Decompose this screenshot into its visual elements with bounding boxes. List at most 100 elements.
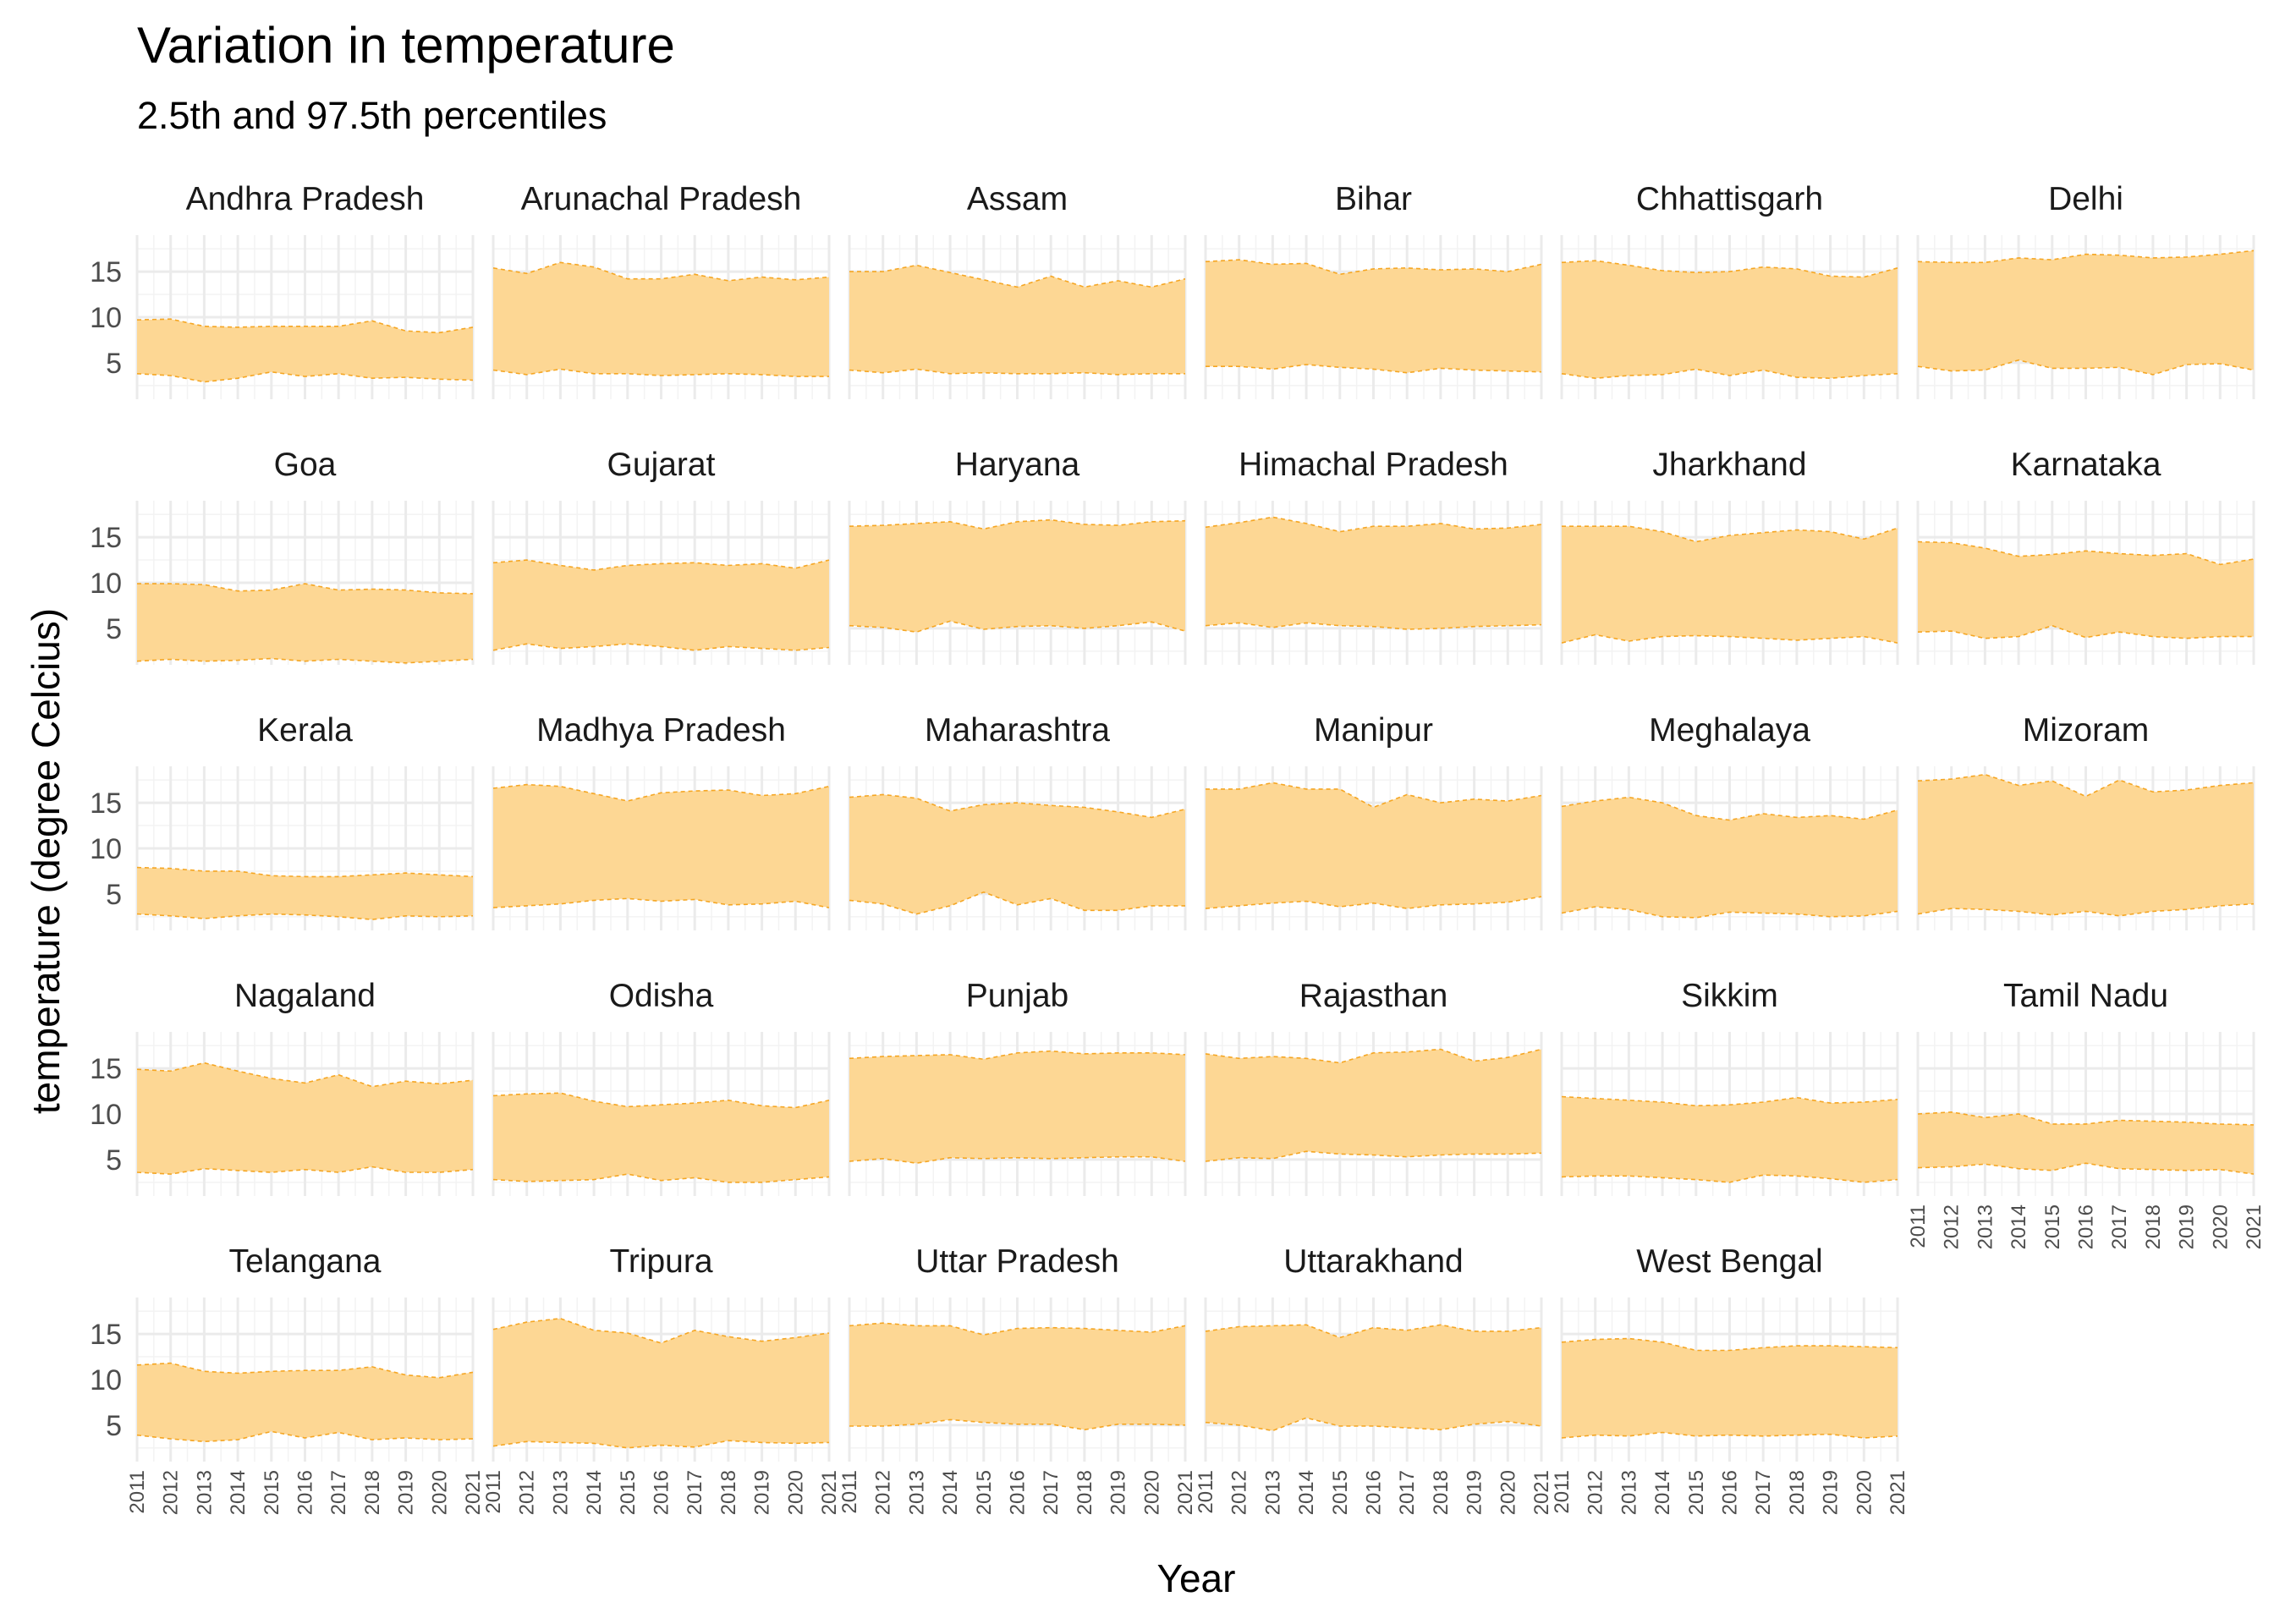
x-tick-label: 2021	[2243, 1204, 2266, 1249]
lower-line-goa	[136, 657, 474, 664]
facet-mizoram: Mizoram	[1916, 712, 2255, 930]
x-tick-label: 2020	[1140, 1470, 1163, 1515]
facet-label: Andhra Pradesh	[186, 181, 425, 217]
facet-manipur: Manipur	[1204, 712, 1543, 930]
lower-line-andhra-pradesh	[136, 370, 474, 383]
upper-line-andhra-pradesh	[136, 318, 474, 334]
facet-haryana: Haryana	[848, 447, 1187, 665]
facet-label: Tamil Nadu	[2003, 978, 2168, 1014]
x-tick-label: 2014	[227, 1470, 250, 1515]
ribbon-uttarakhand	[1206, 1325, 1541, 1431]
facet-rajasthan: Rajasthan	[1204, 978, 1543, 1196]
facet-label: Himachal Pradesh	[1239, 447, 1508, 483]
upper-line-west-bengal	[1561, 1337, 1898, 1352]
facet-label: West Bengal	[1636, 1243, 1822, 1280]
lower-line-madhya-pradesh	[492, 897, 830, 908]
ribbon-meghalaya	[1562, 797, 1898, 918]
ribbon-punjab	[849, 1051, 1185, 1164]
facet-grid: Andhra Pradesh 5 10 15 Arunachal Pradesh Assa…	[90, 181, 2266, 1515]
x-tick-label: 2020	[1497, 1470, 1519, 1515]
facet-label: Tripura	[609, 1243, 712, 1280]
x-tick-label: 2016	[2075, 1204, 2098, 1249]
upper-line-telangana	[136, 1362, 474, 1379]
facet-delhi: Delhi	[1916, 181, 2255, 399]
ribbon-maharashtra	[849, 794, 1185, 914]
facet-madhya-pradesh: Madhya Pradesh	[492, 712, 831, 930]
upper-line-karnataka	[1917, 540, 2255, 566]
lower-line-tamil-nadu	[1917, 1162, 2255, 1175]
upper-line-mizoram	[1917, 773, 2255, 798]
facet-assam: Assam	[848, 181, 1187, 399]
x-tick-label: 2021	[1530, 1470, 1553, 1515]
facet-sikkim: Sikkim	[1560, 978, 1899, 1196]
lower-line-assam	[849, 368, 1185, 376]
upper-line-goa	[137, 583, 474, 595]
ribbon-andhra-pradesh	[137, 319, 473, 382]
facet-label: Punjab	[966, 978, 1068, 1014]
y-tick-label: 5	[106, 348, 122, 380]
ribbon-karnataka	[1918, 541, 2254, 639]
facet-label: Delhi	[2048, 181, 2123, 217]
facet-meghalaya: Meghalaya	[1560, 712, 1899, 930]
upper-line-sikkim	[1561, 1095, 1898, 1107]
lower-line-uttarakhand	[1205, 1417, 1542, 1432]
x-tick-label: 2016	[1007, 1470, 1030, 1515]
facet-uttarakhand: Uttarakhand 2011 2012 2013 2014 2015 2016 2017 2…	[1195, 1243, 1553, 1515]
ribbon-jharkhand	[1562, 526, 1898, 644]
upper-line-delhi	[1917, 250, 2255, 264]
ribbon-rajasthan	[1206, 1049, 1541, 1161]
facet-label: Chhattisgarh	[1636, 181, 1823, 217]
x-tick-label: 2021	[462, 1470, 485, 1515]
ribbon-telangana	[137, 1363, 473, 1442]
x-tick-label: 2014	[2008, 1204, 2030, 1249]
facet-label: Karnataka	[2011, 447, 2161, 483]
x-tick-label: 2013	[1261, 1470, 1284, 1515]
x-tick-label: 2016	[651, 1470, 673, 1515]
ribbon-uttar-pradesh	[849, 1323, 1185, 1430]
facet-tamil-nadu: Tamil Nadu 2011 2012 2013 2014 2015 2016 2017 20…	[1907, 978, 2266, 1249]
y-tick-label: 10	[90, 568, 122, 600]
y-tick-label: 10	[90, 1099, 122, 1131]
x-tick-label: 2017	[1040, 1470, 1063, 1515]
x-tick-label: 2012	[160, 1470, 183, 1515]
x-tick-label: 2018	[2142, 1204, 2165, 1249]
ribbon-odisha	[493, 1093, 829, 1182]
upper-line-rajasthan	[1205, 1048, 1542, 1064]
x-tick-label: 2012	[1941, 1204, 1964, 1249]
y-tick-label: 15	[90, 256, 122, 288]
lower-line-sikkim	[1561, 1174, 1898, 1183]
facet-andhra-pradesh: Andhra Pradesh 5 10 15	[90, 181, 475, 399]
facet-tripura: Tripura 2011 2012 2013 2014 2015 2016 2017 2018 2…	[482, 1243, 841, 1515]
lower-line-jharkhand	[1561, 634, 1898, 644]
x-tick-label: 2015	[261, 1470, 283, 1515]
x-tick-label: 2011	[482, 1470, 505, 1514]
x-tick-label: 2020	[2209, 1204, 2232, 1249]
lower-line-rajasthan	[1205, 1150, 1542, 1162]
lower-line-karnataka	[1917, 624, 2254, 639]
lower-line-mizoram	[1917, 903, 2255, 917]
y-tick-label: 15	[90, 522, 122, 554]
lower-line-arunachal-pradesh	[492, 368, 829, 377]
lower-line-telangana	[136, 1430, 474, 1443]
x-tick-label: 2011	[1907, 1204, 1930, 1248]
upper-line-assam	[849, 264, 1186, 288]
upper-line-nagaland	[136, 1062, 474, 1088]
y-tick-label: 15	[90, 787, 122, 820]
y-tick-label: 10	[90, 302, 122, 334]
lower-line-odisha	[492, 1173, 830, 1183]
facet-punjab: Punjab	[848, 978, 1187, 1196]
chart-subtitle: 2.5th and 97.5th percentiles	[137, 94, 607, 137]
x-tick-label: 2019	[395, 1470, 418, 1515]
ribbon-tripura	[493, 1318, 829, 1448]
upper-line-jharkhand	[1562, 525, 1898, 543]
lower-line-meghalaya	[1561, 906, 1898, 919]
x-tick-label: 2013	[193, 1470, 216, 1515]
facet-karnataka: Karnataka	[1916, 447, 2255, 665]
x-tick-label: 2021	[818, 1470, 841, 1515]
y-axis-title: temperature (degree Celcius)	[24, 608, 68, 1114]
x-tick-label: 2019	[1107, 1470, 1130, 1515]
ribbon-kerala	[137, 867, 473, 920]
facet-uttar-pradesh: Uttar Pradesh 2011 2012 2013 2014 2015 2016 201…	[838, 1243, 1197, 1515]
facet-label: Jharkhand	[1652, 447, 1806, 483]
